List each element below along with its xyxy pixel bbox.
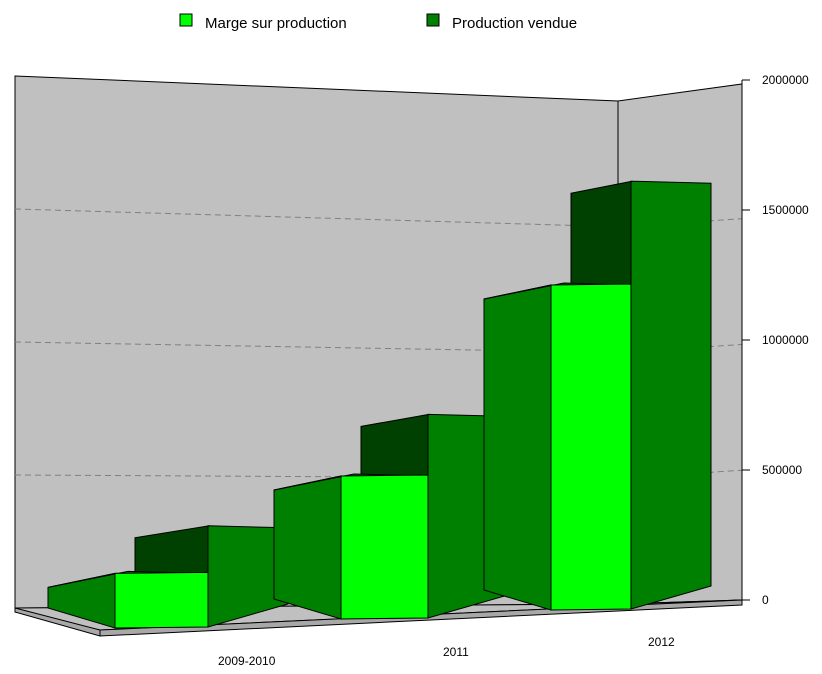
bar-marge-side-1 <box>273 475 342 620</box>
bar-production-top-2 <box>570 180 633 294</box>
y-tick-label: 1500000 <box>762 203 809 217</box>
x-tick-label: 2011 <box>443 645 469 659</box>
y-tick-label: 500000 <box>762 463 802 477</box>
x-tick-label: 2012 <box>648 635 675 649</box>
bar-marge-1 <box>340 474 429 620</box>
bar-production-2 <box>630 180 712 610</box>
bars <box>47 180 712 629</box>
bar-marge-2 <box>550 283 632 611</box>
y-tick-label: 0 <box>762 593 769 607</box>
x-tick-label: 2009-2010 <box>218 654 276 668</box>
bar-marge-side-2 <box>483 284 552 611</box>
legend: Marge sur production Production vendue <box>179 13 577 32</box>
y-tick-label: 2000000 <box>762 73 809 87</box>
bar-marge-0 <box>114 571 209 629</box>
legend-label: Production vendue <box>452 15 577 32</box>
legend-label: Marge sur production <box>205 15 347 32</box>
y-axis: 0 500000 1000000 1500000 2000000 <box>741 73 809 607</box>
bar-production-top-1 <box>360 413 430 485</box>
x-axis: 2009-2010 2011 2012 <box>218 635 675 668</box>
floor-edge-left <box>14 607 101 637</box>
legend-swatch <box>426 13 440 27</box>
y-tick-label: 1000000 <box>762 333 809 347</box>
gridline <box>14 208 619 228</box>
legend-swatch <box>179 13 193 27</box>
